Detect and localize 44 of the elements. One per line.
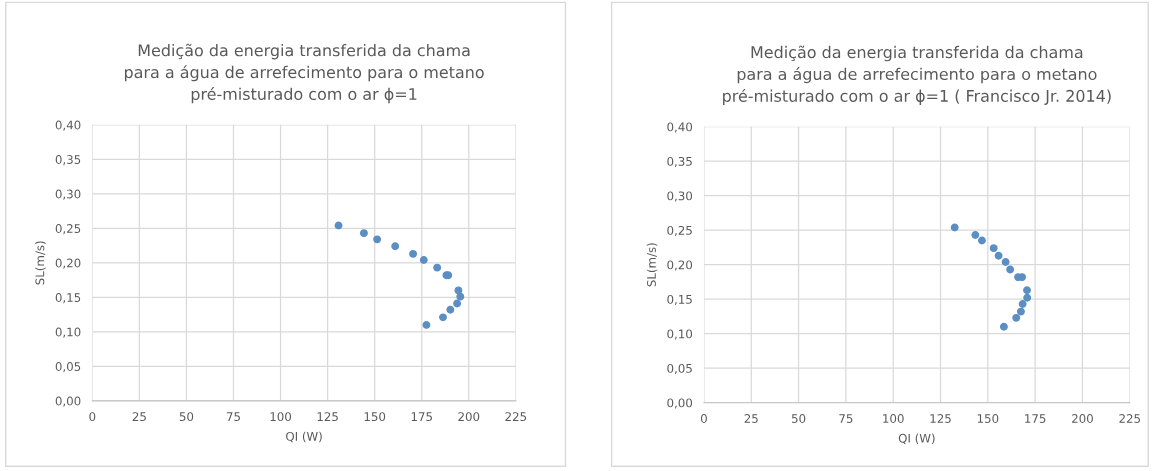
y-tick-label: 0,15 <box>667 294 692 306</box>
x-tick-label: 75 <box>226 412 240 422</box>
x-tick-label: 150 <box>977 414 999 423</box>
chart-title: Medição da energia transferida da chama para a água de arrefecimento para o metano pré-misturado com o ar ϕ=1 ( Francisco Jr. 2014) <box>723 45 1111 106</box>
x-tick-label: 225 <box>505 412 527 422</box>
x-tick-label: 25 <box>132 412 146 422</box>
x-tick-label: 200 <box>458 412 480 422</box>
y-tick-label: 0,20 <box>667 260 693 271</box>
x-tick-label: 150 <box>364 412 386 422</box>
x-tick-label: 100 <box>270 412 292 422</box>
y-tick-label: 0,35 <box>667 156 692 168</box>
chart-title: Medição da energia transferida da chama para a água de arrefecimento para o metano pré-misturado com o ar ϕ=1 <box>124 43 484 104</box>
x-axis-title: QI (W) <box>286 431 322 443</box>
y-tick-label: 0,30 <box>667 191 693 202</box>
y-axis-title: SL(m/s) <box>35 241 46 285</box>
x-tick-label: 0 <box>700 414 707 423</box>
y-tick-label: 0,35 <box>55 155 81 166</box>
x-tick-label: 100 <box>883 414 904 423</box>
x-tick-label: 50 <box>179 412 194 422</box>
y-tick-label: 0,20 <box>55 258 81 269</box>
y-tick-label: 0,10 <box>667 329 693 340</box>
x-tick-label: 50 <box>791 414 806 423</box>
x-tick-label: 25 <box>744 414 758 423</box>
y-axis-title: SL(m/s) <box>646 243 658 287</box>
y-tick-label: 0,05 <box>55 362 81 373</box>
y-tick-label: 0,00 <box>55 396 81 407</box>
x-tick-label: 175 <box>1025 414 1046 423</box>
y-tick-label: 0,30 <box>55 189 81 200</box>
x-tick-label: 200 <box>1072 414 1093 423</box>
x-tick-label: 125 <box>317 412 338 422</box>
y-tick-label: 0,25 <box>667 225 692 237</box>
x-tick-label: 0 <box>89 412 96 422</box>
y-tick-label: 0,40 <box>55 120 81 131</box>
y-tick-label: 0,00 <box>667 398 693 409</box>
y-tick-label: 0,05 <box>667 363 692 375</box>
x-tick-label: 75 <box>839 414 853 423</box>
y-tick-label: 0,40 <box>667 122 693 133</box>
x-tick-label: 125 <box>930 414 951 423</box>
x-tick-label: 175 <box>411 412 432 422</box>
y-tick-label: 0,15 <box>55 293 81 304</box>
y-tick-label: 0,25 <box>55 224 81 235</box>
x-tick-label: 225 <box>1119 414 1140 423</box>
x-axis-title: QI (W) <box>898 433 935 445</box>
y-tick-label: 0,10 <box>55 327 81 338</box>
